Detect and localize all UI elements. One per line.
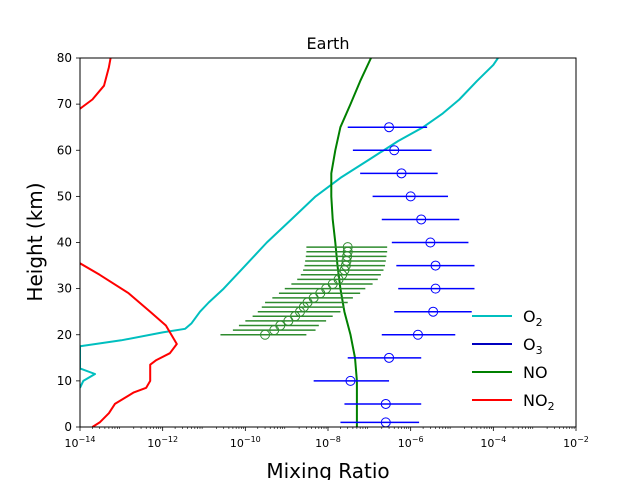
marker-0-5 [428, 306, 439, 317]
y-tick-label-2: 20 [57, 328, 72, 342]
marker-0-6 [430, 283, 441, 294]
series-line-0 [80, 58, 499, 389]
y-tick-label-1: 10 [57, 374, 72, 388]
marker-0-11 [396, 168, 407, 179]
marker-0-2 [345, 375, 356, 386]
series-line-1 [330, 58, 372, 427]
x-tick-label-3: 10−8 [315, 435, 341, 450]
y-tick-label-4: 40 [57, 236, 72, 250]
legend-label-1: O3 [523, 335, 543, 357]
marker-0-13 [384, 122, 395, 133]
x-tick-label-6: 10−2 [563, 435, 589, 450]
y-tick-label-8: 80 [57, 51, 72, 65]
marker-0-1 [380, 398, 391, 409]
legend-label-0: O2 [523, 307, 543, 329]
x-tick-label-5: 10−4 [480, 435, 506, 450]
x-tick-label-2: 10−10 [230, 435, 261, 450]
marker-0-12 [389, 145, 400, 156]
x-tick-label-4: 10−6 [398, 435, 424, 450]
y-tick-label-7: 70 [57, 97, 72, 111]
series-line-3 [80, 58, 112, 110]
x-tick-label-1: 10−12 [147, 435, 178, 450]
series-line-2 [80, 262, 178, 427]
y-tick-label-0: 0 [64, 420, 72, 434]
y-tick-label-5: 50 [57, 189, 72, 203]
marker-1-19 [342, 242, 353, 253]
marker-0-7 [430, 260, 441, 271]
marker-0-4 [412, 329, 423, 340]
marker-0-9 [416, 214, 427, 225]
y-tick-label-3: 30 [57, 282, 72, 296]
y-tick-label-6: 60 [57, 143, 72, 157]
legend-label-3: NO2 [523, 391, 555, 413]
x-tick-label-0: 10−14 [65, 435, 96, 450]
marker-0-8 [425, 237, 436, 248]
marker-0-10 [405, 191, 416, 202]
marker-0-3 [384, 352, 395, 363]
y-axis-label: Height (km) [23, 182, 47, 301]
legend-label-2: NO [523, 363, 548, 382]
x-axis-label: Mixing Ratio [266, 459, 389, 480]
chart-title: Earth [307, 34, 350, 53]
